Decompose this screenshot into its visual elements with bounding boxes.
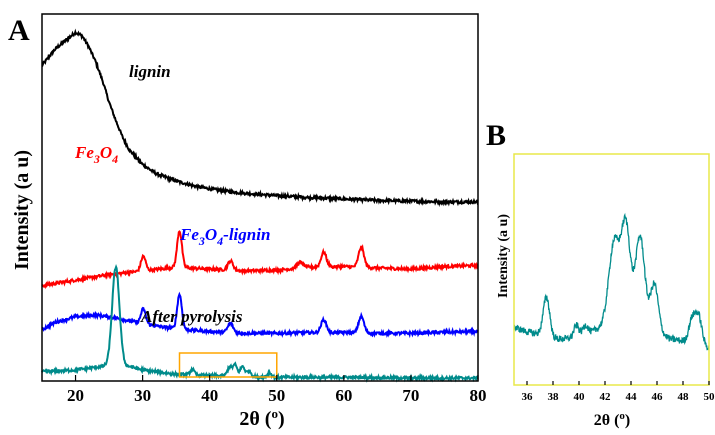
plot-b-xlabel: 2θ (o): [594, 410, 631, 429]
x-tick-label: 44: [626, 391, 638, 403]
plot-b-ylabel: Intensity (a u): [496, 214, 511, 298]
series-label-fe3o4-lignin: Fe3O4-lignin: [179, 225, 270, 248]
series-line-2: [41, 291, 479, 339]
x-tick-label: 70: [402, 386, 419, 405]
panel-a: A 20 30 40 50 60 70 80 Intensity (a u) 2θ (o) …: [8, 13, 487, 430]
x-tick-label: 40: [201, 386, 218, 405]
x-tick-label: 80: [470, 386, 487, 405]
series-line-0: [513, 212, 710, 351]
series-label-after-pyrolysis: After pyrolysis: [140, 307, 243, 326]
x-tick-label: 40: [574, 391, 586, 403]
x-tick-label: 48: [678, 391, 690, 403]
x-tick-label: 30: [134, 386, 151, 405]
x-tick-label: 46: [652, 391, 664, 403]
x-tick-label: 60: [335, 386, 352, 405]
plot-a-ticks: 20 30 40 50 60 70 80: [67, 375, 487, 405]
plot-a-ylabel: Intensity (a u): [11, 150, 33, 270]
plot-a-area: [41, 28, 479, 383]
series-label-lignin: lignin: [129, 62, 171, 81]
series-line-3: [41, 263, 479, 383]
x-tick-label: 38: [548, 391, 560, 403]
panel-a-label: A: [8, 14, 30, 47]
plot-b-ticks: 36 38 40 42 44 46 48 50: [522, 381, 715, 403]
x-tick-label: 20: [67, 386, 84, 405]
panel-b: B 36 38 40 42 44 46 48 50 Intensity (a u) 2θ (o…: [486, 119, 715, 429]
x-tick-label: 36: [522, 391, 534, 403]
inset-highlight-box: [178, 352, 278, 378]
plot-a-frame: [41, 13, 479, 382]
x-tick-label: 50: [704, 391, 715, 403]
x-tick-label: 42: [600, 391, 612, 403]
panel-b-label: B: [486, 119, 506, 152]
plot-a-xlabel: 2θ (o): [239, 406, 284, 430]
plot-b-frame: [513, 153, 710, 386]
x-tick-label: 50: [268, 386, 285, 405]
plot-b-area: [513, 212, 710, 351]
series-label-fe3o4: Fe3O4: [74, 143, 118, 166]
series-line-0: [41, 28, 479, 208]
